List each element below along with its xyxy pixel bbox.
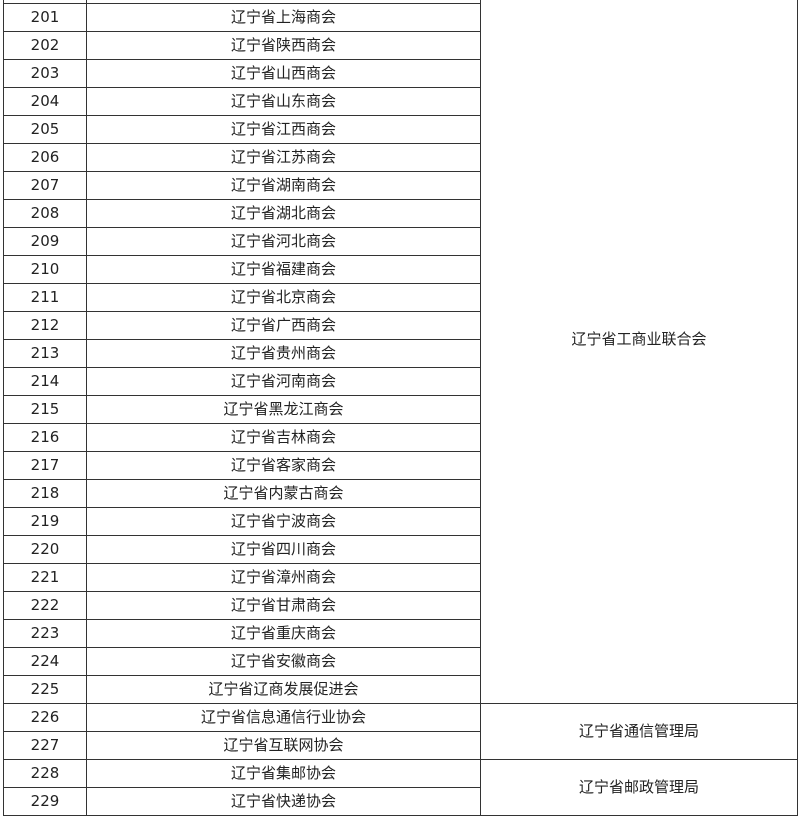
row-number: 203 — [3, 59, 87, 88]
row-number: 205 — [3, 115, 87, 144]
row-number: 206 — [3, 143, 87, 172]
row-number: 213 — [3, 339, 87, 368]
table-row: 215 辽宁省黑龙江商会 — [3, 395, 798, 424]
table-row: 207 辽宁省湖南商会 — [3, 171, 798, 200]
row-number: 215 — [3, 395, 87, 424]
row-number: 222 — [3, 591, 87, 620]
row-number: 214 — [3, 367, 87, 396]
organization-name: 辽宁省宁波商会 — [86, 507, 481, 536]
row-number: 225 — [3, 675, 87, 704]
supervisor-unit: 辽宁省邮政管理局 — [480, 759, 798, 816]
organization-name: 辽宁省集邮协会 — [86, 759, 481, 788]
row-number: 217 — [3, 451, 87, 480]
organization-name: 辽宁省山东商会 — [86, 87, 481, 116]
organization-name: 辽宁省安徽商会 — [86, 647, 481, 676]
row-number: 228 — [3, 759, 87, 788]
organization-name: 辽宁省吉林商会 — [86, 423, 481, 452]
row-number: 218 — [3, 479, 87, 508]
row-number: 216 — [3, 423, 87, 452]
supervisor-unit: 辽宁省通信管理局 — [480, 703, 798, 760]
organization-name: 辽宁省河北商会 — [86, 227, 481, 256]
table-row: 220 辽宁省四川商会 — [3, 535, 798, 564]
organization-name: 辽宁省湖南商会 — [86, 171, 481, 200]
organization-name: 辽宁省互联网协会 — [86, 731, 481, 760]
organization-name: 辽宁省北京商会 — [86, 283, 481, 312]
row-number: 220 — [3, 535, 87, 564]
row-number: 224 — [3, 647, 87, 676]
table-row: 221 辽宁省漳州商会 — [3, 563, 798, 592]
supervisor-unit: 辽宁省工商业联合会 — [480, 0, 798, 704]
organization-name: 辽宁省广西商会 — [86, 311, 481, 340]
organization-name: 辽宁省江苏商会 — [86, 143, 481, 172]
row-number: 201 — [3, 3, 87, 32]
organization-name: 辽宁省信息通信行业协会 — [86, 703, 481, 732]
row-number: 227 — [3, 731, 87, 760]
organization-name: 辽宁省客家商会 — [86, 451, 481, 480]
organization-name: 辽宁省江西商会 — [86, 115, 481, 144]
row-number: 212 — [3, 311, 87, 340]
table-row: 227 辽宁省互联网协会 — [3, 731, 798, 760]
partial-previous-row: 辽宁省工商业联合会 — [3, 0, 798, 704]
table-row: 211 辽宁省北京商会 — [3, 283, 798, 312]
table-row: 217 辽宁省客家商会 — [3, 451, 798, 480]
table-row: 214 辽宁省河南商会 — [3, 367, 798, 396]
row-number: 211 — [3, 283, 87, 312]
row-number: 210 — [3, 255, 87, 284]
organization-name: 辽宁省内蒙古商会 — [86, 479, 481, 508]
table-row: 206 辽宁省江苏商会 — [3, 143, 798, 172]
table-row: 225 辽宁省辽商发展促进会 — [3, 675, 798, 704]
row-number: 226 — [3, 703, 87, 732]
row-number: 221 — [3, 563, 87, 592]
row-number: 209 — [3, 227, 87, 256]
row-number: 202 — [3, 31, 87, 60]
table-row: 208 辽宁省湖北商会 — [3, 199, 798, 228]
organization-name: 辽宁省辽商发展促进会 — [86, 675, 481, 704]
organization-name: 辽宁省陕西商会 — [86, 31, 481, 60]
table-body: 辽宁省工商业联合会 201 辽宁省上海商会 202 辽宁省陕西商会 203 辽宁省山西商会… — [3, 0, 798, 816]
table-row: 213 辽宁省贵州商会 — [3, 339, 798, 368]
organization-name: 辽宁省福建商会 — [86, 255, 481, 284]
table-row: 228 辽宁省集邮协会 辽宁省邮政管理局 — [3, 759, 798, 816]
organization-name: 辽宁省甘肃商会 — [86, 591, 481, 620]
table-row: 201 辽宁省上海商会 — [3, 3, 798, 32]
organization-name: 辽宁省重庆商会 — [86, 619, 481, 648]
row-number: 229 — [3, 787, 87, 816]
organization-name: 辽宁省河南商会 — [86, 367, 481, 396]
table-row: 223 辽宁省重庆商会 — [3, 619, 798, 648]
organization-name: 辽宁省山西商会 — [86, 59, 481, 88]
organization-name: 辽宁省四川商会 — [86, 535, 481, 564]
table-row: 204 辽宁省山东商会 — [3, 87, 798, 116]
table-row: 219 辽宁省宁波商会 — [3, 507, 798, 536]
table-row: 205 辽宁省江西商会 — [3, 115, 798, 144]
organization-table: 辽宁省工商业联合会 201 辽宁省上海商会 202 辽宁省陕西商会 203 辽宁省山西商会… — [3, 0, 798, 816]
table-row: 226 辽宁省信息通信行业协会 辽宁省通信管理局 — [3, 703, 798, 760]
row-number: 204 — [3, 87, 87, 116]
organization-name: 辽宁省上海商会 — [86, 3, 481, 32]
row-number: 219 — [3, 507, 87, 536]
row-number: 207 — [3, 171, 87, 200]
table-row: 209 辽宁省河北商会 — [3, 227, 798, 256]
organization-name: 辽宁省快递协会 — [86, 787, 481, 816]
row-number: 208 — [3, 199, 87, 228]
organization-name: 辽宁省湖北商会 — [86, 199, 481, 228]
table-row: 202 辽宁省陕西商会 — [3, 31, 798, 60]
organization-name: 辽宁省黑龙江商会 — [86, 395, 481, 424]
table-row: 229 辽宁省快递协会 — [3, 787, 798, 816]
organization-name: 辽宁省漳州商会 — [86, 563, 481, 592]
row-number: 223 — [3, 619, 87, 648]
organization-name: 辽宁省贵州商会 — [86, 339, 481, 368]
